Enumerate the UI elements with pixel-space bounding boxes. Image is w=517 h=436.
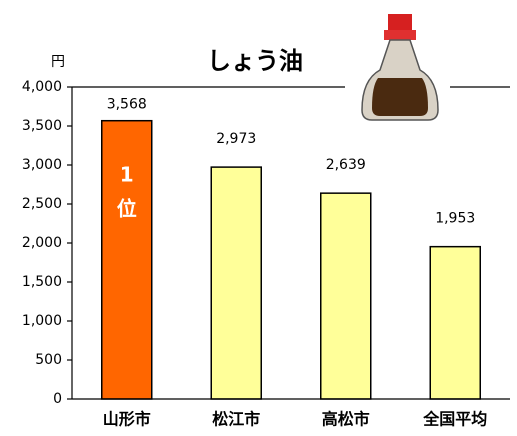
bar — [429, 245, 481, 400]
value-label: 3,568 — [107, 97, 147, 113]
y-tick-label: 2,000 — [22, 235, 62, 251]
bottle-icon — [345, 14, 450, 121]
bar — [320, 192, 372, 400]
y-tick-label: 3,500 — [22, 118, 62, 134]
y-tick-label: 1,500 — [22, 274, 62, 290]
rank-annotation: 位 — [117, 197, 137, 221]
y-tick-label: 2,500 — [22, 196, 62, 212]
value-label: 2,639 — [326, 157, 366, 173]
bar — [210, 166, 262, 400]
x-tick-label: 全国平均 — [422, 410, 487, 429]
x-tick-label: 高松市 — [322, 410, 370, 429]
x-tick-label: 山形市 — [103, 410, 151, 429]
x-tick-label: 松江市 — [212, 410, 260, 429]
rank-annotation: 1 — [120, 163, 134, 187]
y-unit: 円 — [51, 54, 65, 70]
y-tick-label: 500 — [35, 352, 62, 368]
y-tick-label: 0 — [53, 391, 62, 407]
y-tick-label: 3,000 — [22, 157, 62, 173]
chart-title: しょう油 — [207, 47, 303, 75]
value-label: 1,953 — [435, 211, 475, 227]
bar — [101, 119, 153, 400]
y-tick-label: 4,000 — [22, 79, 62, 95]
y-tick-label: 1,000 — [22, 313, 62, 329]
value-label: 2,973 — [216, 131, 256, 147]
